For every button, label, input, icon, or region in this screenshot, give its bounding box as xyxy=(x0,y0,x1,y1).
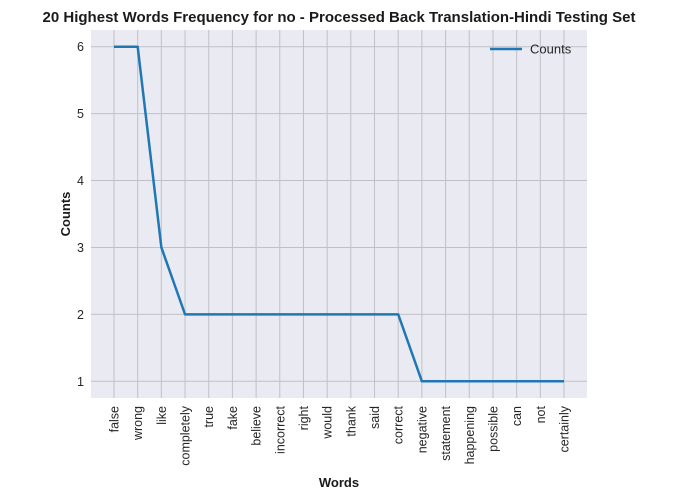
x-tick-label: thank xyxy=(344,405,358,436)
y-tick-label: 1 xyxy=(77,375,84,389)
x-tick-label: can xyxy=(510,406,524,426)
x-tick-label: believe xyxy=(250,406,264,446)
x-tick-label: incorrect xyxy=(273,405,287,453)
x-tick-label: completely xyxy=(179,405,193,465)
series-line xyxy=(114,45,564,383)
x-tick-label: wrong xyxy=(131,406,145,441)
plot-area xyxy=(91,30,587,398)
x-tick-label: like xyxy=(155,406,169,425)
x-axis-ticks: false wrong like completely true fake believe i… xyxy=(108,405,572,465)
x-tick-label: said xyxy=(368,406,382,429)
y-tick-label: 4 xyxy=(77,174,84,188)
x-tick-label: negative xyxy=(415,406,429,453)
x-tick-label: not xyxy=(534,405,548,423)
x-tick-label: possible xyxy=(486,406,500,452)
y-tick-label: 2 xyxy=(77,308,84,322)
x-tick-label: happening xyxy=(463,406,477,464)
x-tick-label: fake xyxy=(226,406,240,430)
y-tick-label: 3 xyxy=(77,241,84,255)
grid-lines xyxy=(91,30,587,398)
y-axis-ticks: 1 2 3 4 5 6 xyxy=(77,40,84,389)
x-tick-label: true xyxy=(202,406,216,428)
x-tick-label: right xyxy=(297,405,311,430)
series-layer xyxy=(113,45,565,383)
x-axis-label: Words xyxy=(319,475,359,490)
legend: Counts xyxy=(490,42,572,57)
y-axis-label: Counts xyxy=(58,192,73,237)
y-tick-label: 6 xyxy=(77,40,84,54)
x-tick-label: false xyxy=(108,406,122,432)
y-tick-label: 5 xyxy=(77,107,84,121)
x-tick-label: statement xyxy=(439,405,453,460)
x-tick-label: certainly xyxy=(558,405,572,452)
x-tick-label: correct xyxy=(392,405,406,444)
legend-label: Counts xyxy=(530,42,572,57)
chart-title: 20 Highest Words Frequency for no - Proc… xyxy=(43,9,636,26)
x-tick-label: would xyxy=(321,406,335,440)
